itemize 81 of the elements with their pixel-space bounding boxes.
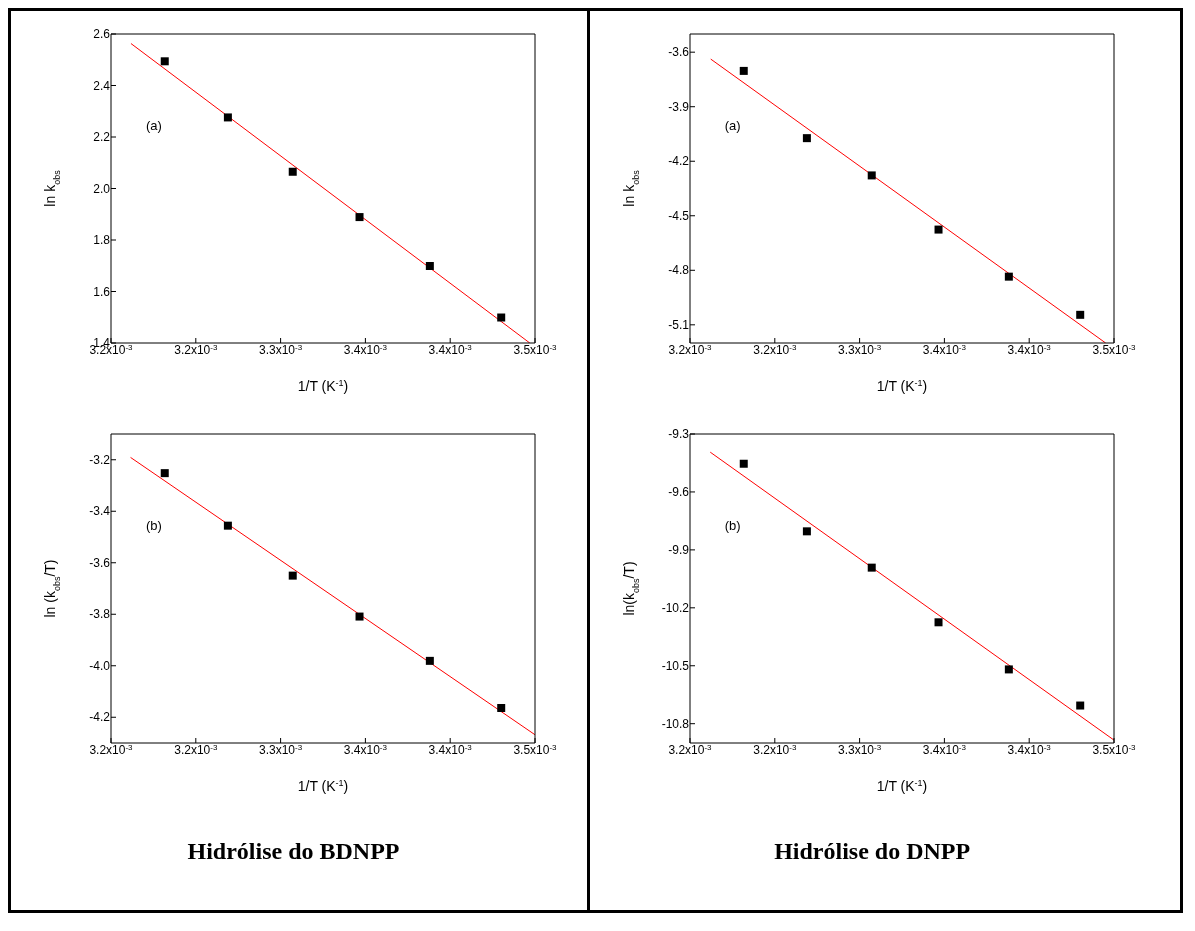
- point: [739, 66, 748, 75]
- y-tick-label: 2.6: [93, 27, 111, 41]
- text: Hidrólise do BDNPP: [186, 838, 401, 865]
- x-tick-label: 3.5x10$^{-3}$: [1092, 342, 1136, 357]
- point: [1004, 272, 1013, 281]
- y-tick-label: 2.0: [93, 181, 111, 196]
- x-tick-label: 3.4x10$^{-3}$: [922, 342, 967, 357]
- point: [355, 612, 364, 621]
- y-tick-label: 1.6: [93, 284, 111, 299]
- y-tick-label: -9.6: [668, 484, 689, 499]
- x-tick-label: 3.2x10$^{-3}$: [174, 342, 218, 357]
- x-tick-label: 3.4x10$^{-3}$: [343, 742, 388, 757]
- point: [802, 134, 811, 143]
- x-tick-label: 3.4x10$^{-3}$: [922, 742, 967, 757]
- x-tick-label: 3.2x10$^{-3}$: [752, 342, 797, 357]
- point: [739, 459, 748, 468]
- y-tick-label: -10.8: [661, 716, 690, 731]
- y-tick-label: -4.8: [668, 263, 689, 278]
- x-tick-label: 3.5x10$^{-3}$: [1092, 742, 1136, 757]
- y-tick-label: -10.2: [661, 600, 690, 615]
- annotation: (a): [724, 118, 741, 133]
- point: [497, 703, 506, 712]
- point: [425, 262, 434, 271]
- point: [867, 563, 876, 572]
- y-tick-label: -4.5: [668, 208, 689, 223]
- x-tick-label: 3.4x10$^{-3}$: [1007, 342, 1051, 357]
- point: [160, 57, 169, 66]
- point: [288, 167, 297, 176]
- x-tick-label: 3.2x10$^{-3}$: [752, 742, 797, 757]
- x-axis-title: 1/T (K$^{-1}$): [876, 778, 927, 794]
- y-tick-label: -9.9: [668, 542, 689, 557]
- point: [425, 656, 434, 665]
- y-tick-label: -4.2: [668, 154, 689, 169]
- y-tick-label: -4.2: [89, 710, 111, 725]
- x-tick-label: 3.3x10$^{-3}$: [259, 742, 303, 757]
- point: [355, 213, 364, 222]
- x-tick-label: 3.3x10$^{-3}$: [259, 342, 303, 357]
- x-tick-label: 3.4x10$^{-3}$: [1007, 742, 1051, 757]
- point: [1075, 310, 1084, 319]
- y-tick-label: -3.6: [668, 45, 689, 60]
- x-tick-label: 3.4x10$^{-3}$: [343, 342, 388, 357]
- y-tick-label: -9.3: [668, 427, 689, 441]
- text: Hidrólise do DNPP: [773, 838, 972, 865]
- y-tick-label: -3.4: [89, 504, 111, 519]
- x-tick-label: 3.2x10$^{-3}$: [668, 342, 712, 357]
- x-axis-title: 1/T (K$^{-1}$): [876, 378, 927, 394]
- point: [288, 571, 297, 580]
- x-axis-title: 1/T (K$^{-1}$): [297, 778, 349, 794]
- y-tick-label: -4.0: [89, 658, 111, 673]
- y-tick-label: -5.1: [668, 317, 689, 332]
- point: [1075, 701, 1084, 710]
- x-tick-label: 3.3x10$^{-3}$: [837, 342, 882, 357]
- x-tick-label: 3.5x10$^{-3}$: [513, 742, 558, 757]
- annotation: (b): [724, 518, 741, 533]
- point: [934, 618, 943, 627]
- x-tick-label: 3.3x10$^{-3}$: [837, 742, 882, 757]
- x-tick-label: 3.2x10$^{-3}$: [174, 742, 218, 757]
- y-tick-label: -3.8: [89, 607, 111, 622]
- x-tick-label: 3.5x10$^{-3}$: [513, 342, 558, 357]
- point: [223, 521, 232, 530]
- y-tick-label: -3.6: [89, 555, 111, 570]
- y-tick-label: -10.5: [661, 658, 690, 673]
- y-tick-label: 2.4: [93, 78, 111, 93]
- point: [160, 469, 169, 478]
- point: [497, 313, 506, 322]
- point: [867, 171, 876, 180]
- annotation: (a): [146, 118, 162, 133]
- point: [802, 527, 811, 536]
- y-tick-label: -3.9: [668, 99, 689, 114]
- y-tick-label: 1.8: [93, 233, 111, 247]
- point: [1004, 665, 1013, 674]
- y-tick-label: 2.2: [93, 130, 111, 144]
- annotation: (b): [146, 518, 162, 533]
- x-tick-label: 3.4x10$^{-3}$: [428, 342, 473, 357]
- x-axis-title: 1/T (K$^{-1}$): [297, 378, 349, 394]
- x-tick-label: 3.4x10$^{-3}$: [428, 742, 473, 757]
- x-tick-label: 3.2x10$^{-3}$: [668, 742, 712, 757]
- x-tick-label: 3.2x10$^{-3}$: [89, 742, 134, 757]
- point: [223, 113, 232, 122]
- point: [934, 225, 943, 234]
- y-tick-label: -3.2: [89, 452, 111, 467]
